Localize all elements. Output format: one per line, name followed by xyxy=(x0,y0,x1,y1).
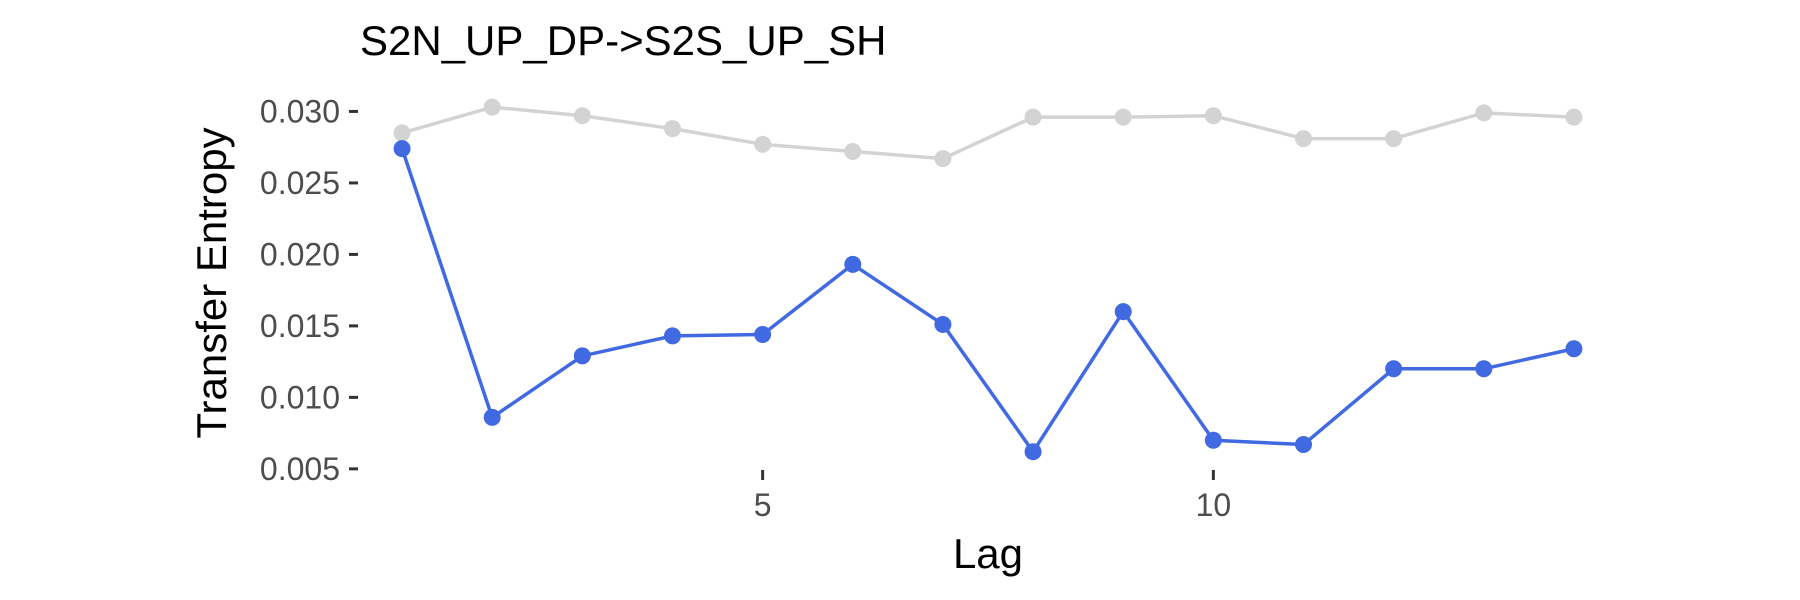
data-point xyxy=(483,408,501,426)
data-point xyxy=(1024,108,1042,126)
y-tick-label: 0.025 xyxy=(260,165,340,201)
data-point xyxy=(1295,436,1313,454)
series-layer xyxy=(393,98,1583,461)
y-tick-label: 0.010 xyxy=(260,379,340,415)
data-point xyxy=(844,142,862,160)
data-point xyxy=(934,315,952,333)
data-point xyxy=(483,98,501,116)
y-tick-label: 0.020 xyxy=(260,236,340,272)
x-tick-label: 10 xyxy=(1196,487,1232,523)
data-point xyxy=(1565,340,1583,358)
data-point xyxy=(1295,130,1313,148)
data-point xyxy=(1024,443,1042,461)
series-1 xyxy=(393,98,1583,168)
y-axis-title: Transfer Entropy xyxy=(188,127,235,438)
data-point xyxy=(1565,108,1583,126)
x-axis-title: Lag xyxy=(953,530,1023,577)
data-point xyxy=(573,107,591,125)
data-point xyxy=(1114,303,1132,321)
data-point xyxy=(573,347,591,365)
y-tick-label: 0.030 xyxy=(260,93,340,129)
data-point xyxy=(1385,360,1403,378)
series-line xyxy=(401,105,1575,161)
data-point xyxy=(1475,104,1493,122)
data-point xyxy=(663,327,681,345)
data-point xyxy=(1204,431,1222,449)
data-point xyxy=(393,140,411,158)
data-point xyxy=(1475,360,1493,378)
y-tick-label: 0.005 xyxy=(260,451,340,487)
series-line xyxy=(400,148,1575,454)
y-tick-label: 0.015 xyxy=(260,308,340,344)
data-point xyxy=(844,255,862,273)
data-point xyxy=(393,124,411,142)
data-point xyxy=(1114,108,1132,126)
x-tick-label: 5 xyxy=(754,487,772,523)
chart-title: S2N_UP_DP->S2S_UP_SH xyxy=(360,17,886,64)
x-axis: 5 10 xyxy=(754,470,1231,523)
series-2 xyxy=(393,140,1583,461)
y-axis: 0.005 0.010 0.015 0.020 0.025 0.030 xyxy=(260,93,358,487)
data-point xyxy=(754,135,772,153)
data-point xyxy=(934,150,952,168)
data-point xyxy=(1204,107,1222,125)
data-point xyxy=(1385,130,1403,148)
data-point xyxy=(754,325,772,343)
data-point xyxy=(663,120,681,138)
